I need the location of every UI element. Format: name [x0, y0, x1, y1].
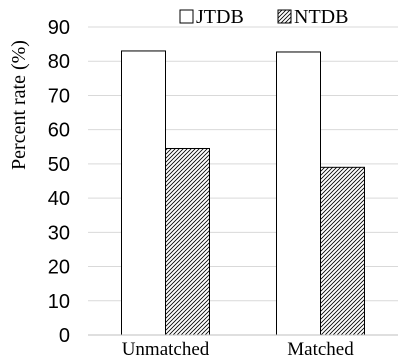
y-tick-label: 80	[48, 51, 70, 73]
legend-label-jtdb: JTDB	[196, 6, 244, 28]
x-tick-label: Matched	[287, 339, 354, 357]
bar-jtdb-unmatched	[121, 50, 166, 336]
y-tick-label: 10	[48, 291, 70, 313]
bars	[121, 50, 365, 336]
bar-jtdb-matched	[276, 51, 321, 336]
y-tick-label: 90	[48, 17, 70, 39]
legend: JTDB NTDB	[179, 6, 348, 28]
legend-swatch-jtdb	[179, 9, 194, 24]
bar-ntdb-matched	[320, 166, 365, 336]
y-tick-label: 20	[48, 257, 70, 279]
axes: 0 10 20 30 40 50 60 70 80 90 Unmatched Matched	[48, 17, 398, 357]
y-tick-label: 40	[48, 188, 70, 210]
y-axis-title: Percent rate (%)	[8, 40, 30, 170]
y-tick-label: 30	[48, 222, 70, 244]
bar-ntdb-unmatched	[165, 147, 210, 336]
x-tick-label: Unmatched	[122, 339, 210, 357]
y-tick-label: 0	[59, 325, 70, 347]
legend-label-ntdb: NTDB	[294, 6, 348, 28]
y-tick-label: 50	[48, 154, 70, 176]
legend-swatch-ntdb	[277, 9, 292, 24]
y-tick-label: 60	[48, 120, 70, 142]
y-tick-label: 70	[48, 85, 70, 107]
